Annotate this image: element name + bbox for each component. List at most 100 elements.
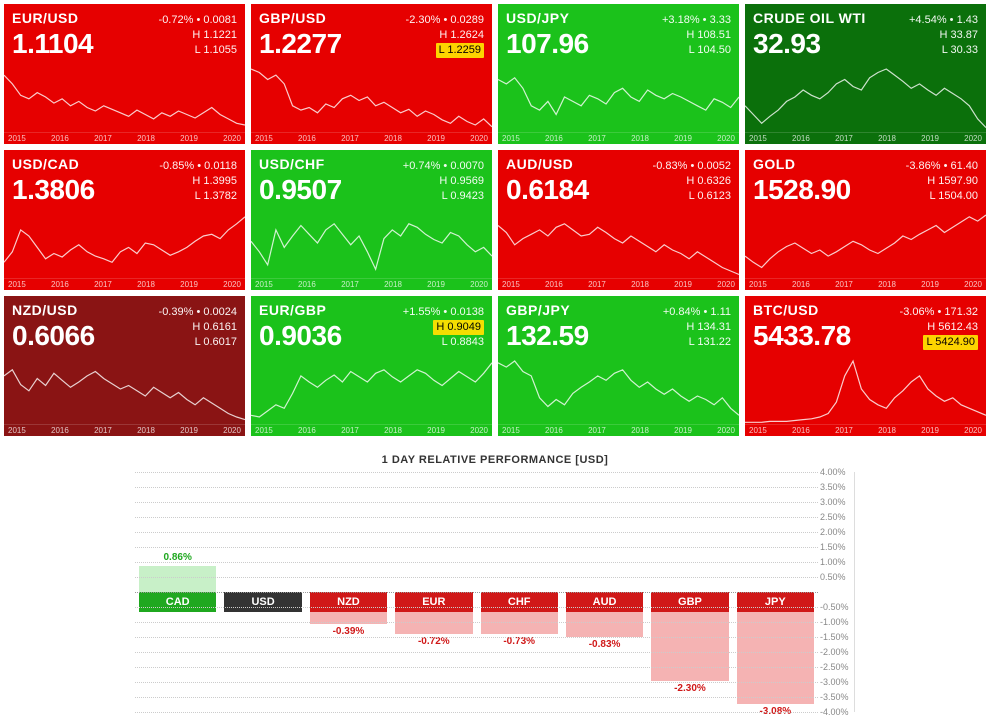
rate-tile[interactable]: GBP/USD-2.30% • 0.02891.2277H 1.2624L 1.… <box>251 4 492 144</box>
perf-category: EUR <box>395 592 472 612</box>
perf-gridlabel: -3.00% <box>820 677 854 687</box>
tile-symbol: NZD/USD <box>12 302 78 318</box>
tile-symbol: GBP/JPY <box>506 302 570 318</box>
tile-symbol: EUR/USD <box>12 10 79 26</box>
tile-price: 107.96 <box>506 28 589 60</box>
tile-price: 0.9036 <box>259 320 342 352</box>
tile-year-axis: 201520162017201820192020 <box>498 424 739 436</box>
perf-gridlabel: 1.50% <box>820 542 854 552</box>
tile-year-axis: 201520162017201820192020 <box>251 424 492 436</box>
perf-gridlabel: -2.00% <box>820 647 854 657</box>
perf-gridlabel: 1.00% <box>820 557 854 567</box>
tile-change: +4.54% • 1.43 <box>909 14 978 26</box>
tile-sparkline <box>745 208 986 278</box>
perf-gridlabel: 3.00% <box>820 497 854 507</box>
tile-change: +1.55% • 0.0138 <box>403 306 484 318</box>
perf-gridlabel: 4.00% <box>820 467 854 477</box>
tile-high-low: H 134.31L 131.22 <box>686 320 731 350</box>
perf-gridlabel: -3.50% <box>820 692 854 702</box>
perf-gridline <box>135 637 818 638</box>
perf-title: 1 DAY RELATIVE PERFORMANCE [USD] <box>135 454 855 466</box>
perf-gridline <box>135 622 818 623</box>
rate-tile[interactable]: USD/JPY+3.18% • 3.33107.96H 108.51L 104.… <box>498 4 739 144</box>
tile-year-axis: 201520162017201820192020 <box>4 132 245 144</box>
tile-symbol: USD/CHF <box>259 156 325 172</box>
tile-change: +3.18% • 3.33 <box>662 14 731 26</box>
tile-year-axis: 201520162017201820192020 <box>745 132 986 144</box>
perf-bar <box>566 612 643 637</box>
perf-bar <box>139 566 216 592</box>
tile-change: +0.74% • 0.0070 <box>403 160 484 172</box>
tile-high-low: H 0.9569L 0.9423 <box>439 174 484 204</box>
rate-tile[interactable]: GBP/JPY+0.84% • 1.11132.59H 134.31L 131.… <box>498 296 739 436</box>
perf-value-label: -2.30% <box>647 683 732 694</box>
tile-symbol: AUD/USD <box>506 156 573 172</box>
perf-gridline <box>135 547 818 548</box>
tile-change: -0.39% • 0.0024 <box>159 306 237 318</box>
tile-symbol: USD/CAD <box>12 156 79 172</box>
tile-high-low: H 1.1221L 1.1055 <box>192 28 237 58</box>
tile-sparkline <box>498 208 739 278</box>
tile-price: 0.9507 <box>259 174 342 206</box>
tile-sparkline <box>745 354 986 424</box>
tile-change: -0.85% • 0.0118 <box>159 160 237 172</box>
perf-gridline <box>135 607 818 608</box>
rate-tile[interactable]: USD/CAD -0.85% • 0.0118 1.3806 H 1.3995L 1.… <box>4 150 245 290</box>
rate-tile[interactable]: CRUDE OIL WTI +4.54% • 1.43 32.93 H 33.87L … <box>745 4 986 144</box>
tile-sparkline <box>498 62 739 132</box>
tile-price: 1.2277 <box>259 28 342 60</box>
perf-gridline <box>135 532 818 533</box>
tile-price: 132.59 <box>506 320 589 352</box>
perf-value-label: -0.39% <box>306 626 391 637</box>
perf-gridline <box>135 652 818 653</box>
tile-price: 1.3806 <box>12 174 95 206</box>
tile-year-axis: 201520162017201820192020 <box>4 424 245 436</box>
tile-high-low: H 33.87L 30.33 <box>939 28 978 58</box>
tile-high-low: H 5612.43L 5424.90 <box>923 320 978 350</box>
perf-gridline <box>135 592 818 593</box>
tile-high-low: H 0.6326L 0.6123 <box>686 174 731 204</box>
rate-tile[interactable]: AUD/USD-0.83% • 0.00520.6184H 0.6326L 0.… <box>498 150 739 290</box>
perf-gridlabel: 3.50% <box>820 482 854 492</box>
relative-performance-chart: 1 DAY RELATIVE PERFORMANCE [USD] CAD0.86… <box>135 454 855 712</box>
tile-sparkline <box>4 208 245 278</box>
tile-symbol: USD/JPY <box>506 10 569 26</box>
tile-price: 32.93 <box>753 28 821 60</box>
tile-change: -3.86% • 61.40 <box>906 160 978 172</box>
tile-price: 5433.78 <box>753 320 851 352</box>
tile-sparkline <box>251 208 492 278</box>
rate-tile[interactable]: EUR/GBP+1.55% • 0.01380.9036H 0.9049L 0.… <box>251 296 492 436</box>
tile-sparkline <box>498 354 739 424</box>
rate-tile[interactable]: USD/CHF +0.74% • 0.0070 0.9507 H 0.9569L 0.… <box>251 150 492 290</box>
tile-symbol: CRUDE OIL WTI <box>753 10 866 26</box>
tile-year-axis: 201520162017201820192020 <box>498 132 739 144</box>
perf-category: NZD <box>310 592 387 612</box>
perf-gridline <box>135 667 818 668</box>
rate-tile[interactable]: BTC/USD -3.06% • 171.32 5433.78 H 5612.43L … <box>745 296 986 436</box>
tile-price: 1528.90 <box>753 174 851 206</box>
tile-high-low: H 0.6161L 0.6017 <box>192 320 237 350</box>
perf-gridline <box>135 517 818 518</box>
tile-high-low: H 1597.90L 1504.00 <box>927 174 978 204</box>
perf-gridlabel: 0.50% <box>820 572 854 582</box>
rate-tile[interactable]: GOLD-3.86% • 61.401528.90H 1597.90L 1504… <box>745 150 986 290</box>
tile-symbol: BTC/USD <box>753 302 819 318</box>
perf-category: GBP <box>651 592 728 612</box>
rate-tile[interactable]: EUR/USD-0.72% • 0.00811.1104H 1.1221L 1.… <box>4 4 245 144</box>
perf-category: JPY <box>737 592 814 612</box>
tile-year-axis: 201520162017201820192020 <box>745 278 986 290</box>
tile-high-low: H 1.2624L 1.2259 <box>436 28 484 58</box>
tile-high-low: H 1.3995L 1.3782 <box>192 174 237 204</box>
tile-change: -0.83% • 0.0052 <box>653 160 731 172</box>
tile-change: -3.06% • 171.32 <box>900 306 978 318</box>
perf-plot-area: CAD0.86%USDNZD-0.39%EUR-0.72%CHF-0.73%AU… <box>135 472 855 712</box>
rate-tile[interactable]: NZD/USD-0.39% • 0.00240.6066H 0.6161L 0.… <box>4 296 245 436</box>
tile-sparkline <box>4 354 245 424</box>
tile-price: 1.1104 <box>12 28 93 60</box>
tile-change: -2.30% • 0.0289 <box>406 14 484 26</box>
perf-gridline <box>135 472 818 473</box>
tile-year-axis: 201520162017201820192020 <box>251 132 492 144</box>
tile-high-low: H 0.9049L 0.8843 <box>433 320 484 350</box>
tile-sparkline <box>251 62 492 132</box>
perf-gridline <box>135 562 818 563</box>
